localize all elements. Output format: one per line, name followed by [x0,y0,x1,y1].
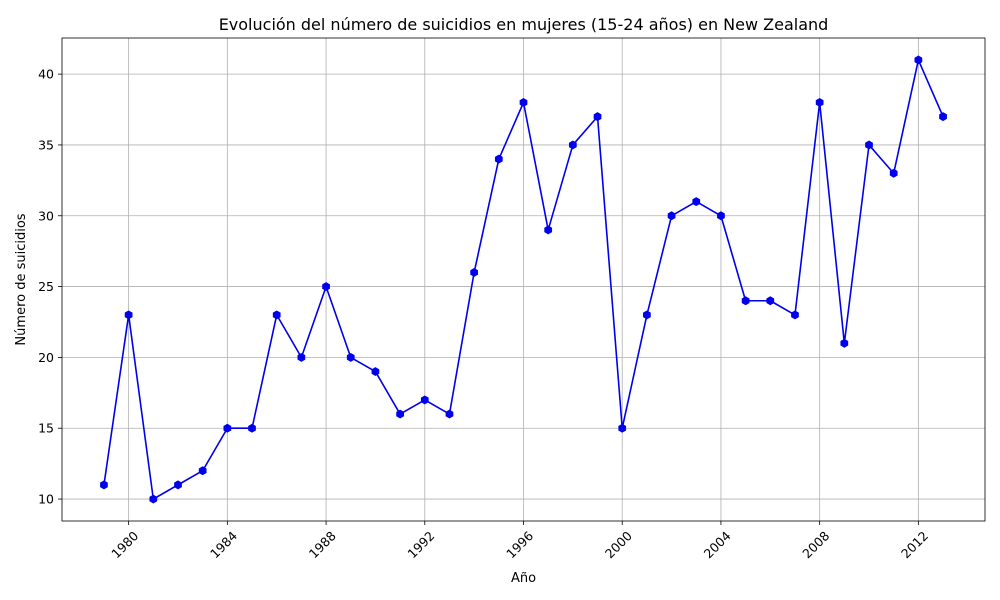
data-point [865,140,873,150]
y-tick-label: 40 [38,67,54,82]
chart-title: Evolución del número de suicidios en muj… [219,15,829,34]
data-point [544,225,553,235]
data-point [791,310,799,320]
series-women-suicides [100,55,947,504]
data-point [618,423,627,433]
data-point [149,494,158,504]
data-point [124,310,133,320]
y-tick-label: 35 [38,137,54,152]
grid [62,38,985,521]
data-point [692,197,701,207]
data-point [840,338,849,348]
data-point [815,97,824,107]
data-point [272,310,281,320]
data-point [494,154,503,164]
data-point [914,55,923,65]
data-point [371,367,380,377]
data-point [717,211,725,221]
data-point [396,409,404,419]
data-point [889,168,898,178]
data-point [445,409,454,419]
y-tick-label: 25 [38,279,54,294]
data-point [519,97,528,107]
data-point [667,211,676,221]
data-point [223,423,232,433]
data-point [568,140,577,150]
data-point [643,310,651,320]
data-point [420,395,429,405]
data-point [741,296,750,306]
data-point [100,480,108,490]
data-point [322,282,330,292]
data-point [297,352,306,362]
y-axis-label: Número de suicidios [14,213,29,345]
data-point [470,267,479,277]
data-point [248,423,256,433]
y-tick-label: 10 [38,492,54,507]
y-tick-label: 30 [38,208,54,223]
x-axis-label: Año [511,571,536,586]
data-point [174,480,182,490]
y-tick-label: 15 [38,421,54,436]
data-point [198,466,207,476]
y-tick-label: 20 [38,350,54,365]
data-point [346,352,355,362]
data-point [766,296,775,306]
data-point [593,112,602,122]
data-point [939,112,947,122]
